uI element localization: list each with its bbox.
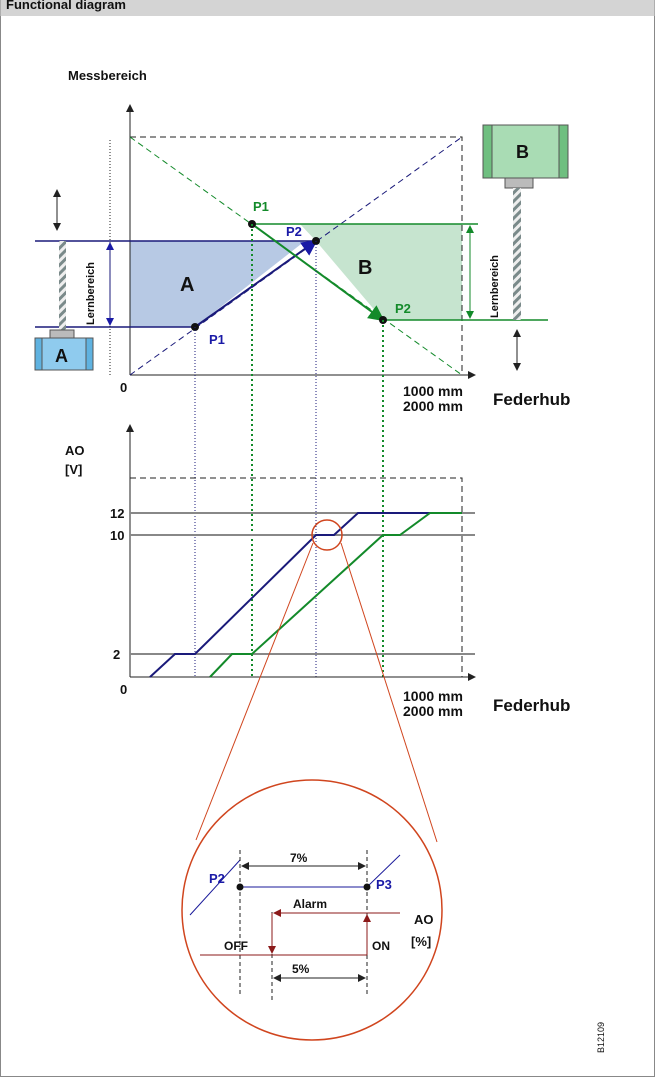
origin-label: 0 <box>120 380 127 395</box>
x-scale-label: 1000 mm <box>403 383 463 399</box>
alarm-label: Alarm <box>293 897 327 911</box>
header-bar <box>0 0 655 16</box>
ao-label: AO <box>414 912 434 927</box>
y-tick-label: 10 <box>110 528 124 543</box>
detail-circle <box>181 779 443 1041</box>
point-label: P3 <box>376 877 392 892</box>
span-label: 7% <box>290 851 308 865</box>
y-tick-label: 12 <box>110 506 124 521</box>
point-label: P1 <box>253 199 269 214</box>
lower-chart <box>126 424 476 843</box>
x-axis-title: Federhub <box>493 390 570 409</box>
y-tick-label: 2 <box>113 647 120 662</box>
header-title: Functional diagram <box>6 0 126 12</box>
figure-id: B12109 <box>596 1022 606 1053</box>
on-label: ON <box>372 939 390 953</box>
x-scale-label: 2000 mm <box>403 703 463 719</box>
range-label: Lernbereich <box>489 255 501 318</box>
x-scale-label: 1000 mm <box>403 688 463 704</box>
span-label: 5% <box>292 962 310 976</box>
y-axis-title: [V] <box>65 462 82 477</box>
origin-label: 0 <box>120 682 127 697</box>
ao-label: [%] <box>411 934 431 949</box>
off-label: OFF <box>224 939 248 953</box>
point-label: P2 <box>286 224 302 239</box>
point-label: P2 <box>209 871 225 886</box>
upper-chart <box>34 104 569 677</box>
device-label: A <box>55 346 68 366</box>
x-axis-title: Federhub <box>493 696 570 715</box>
device-label: B <box>516 142 529 162</box>
area-label: A <box>180 274 194 296</box>
x-scale-label: 2000 mm <box>403 398 463 414</box>
area-label: B <box>358 257 372 279</box>
point-label: P1 <box>209 332 225 347</box>
range-label: Lernbereich <box>85 262 97 325</box>
y-axis-title: Messbereich <box>68 68 147 83</box>
point-label: P2 <box>395 301 411 316</box>
y-axis-title: AO <box>65 443 85 458</box>
